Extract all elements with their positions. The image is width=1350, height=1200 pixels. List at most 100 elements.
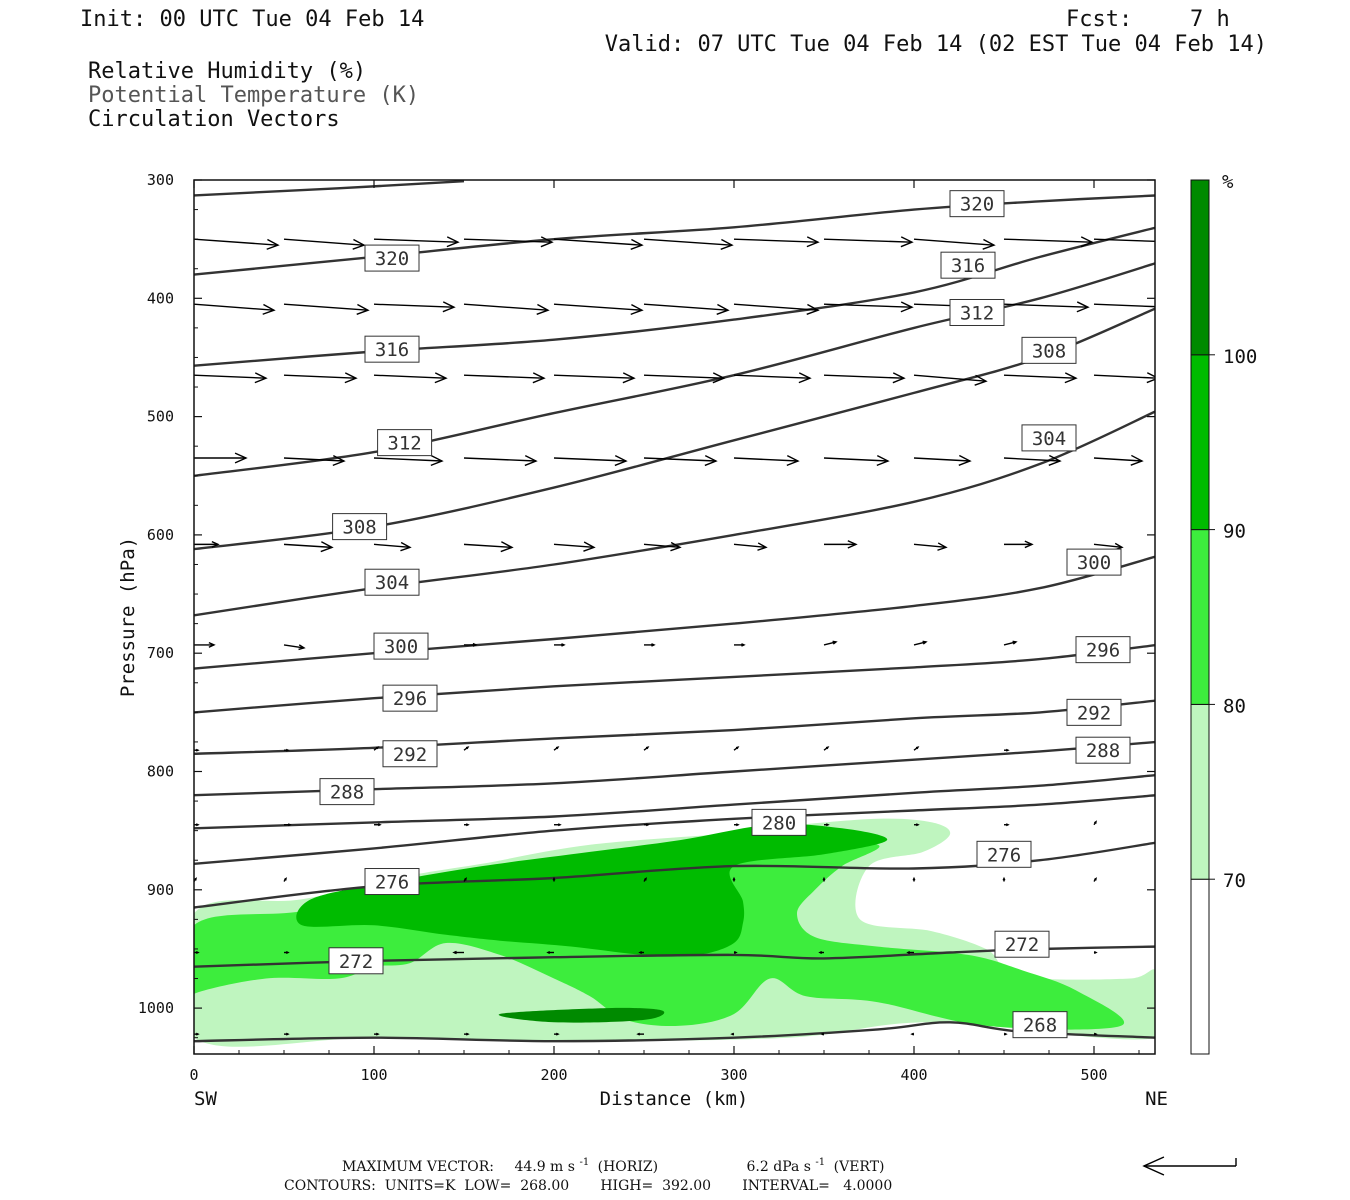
vector-845-350	[824, 823, 830, 827]
isentrope-label-268-0: 268	[1012, 1011, 1068, 1039]
plot-frame	[193, 179, 1156, 1055]
isentrope-label-304-0: 304	[364, 568, 420, 596]
vector-953-400	[906, 951, 914, 954]
vector-782-400	[913, 746, 920, 751]
isentrope-label-308-1: 308	[1021, 336, 1077, 364]
vector-845-250	[644, 823, 650, 827]
isentrope-label-box	[976, 840, 1032, 868]
vector-893-350	[822, 876, 826, 882]
vector-782-450	[1004, 748, 1010, 752]
y-tick-label-1000: 1000	[138, 999, 174, 1017]
isentrope-label-box	[1021, 424, 1077, 452]
isentrope-label-box	[373, 632, 429, 660]
vector-405-200	[553, 303, 644, 316]
colorbar-swatch-0	[1190, 878, 1210, 1055]
isentrope-label-text: 296	[393, 688, 427, 710]
vector-350-500	[1093, 238, 1155, 243]
isentrope-300	[194, 555, 1155, 670]
isentrope-label-308-0: 308	[332, 513, 388, 541]
vector-782-50	[284, 748, 290, 752]
vector-893-50	[283, 877, 287, 882]
vector-535-500	[1093, 454, 1144, 466]
vector-893-150	[463, 877, 467, 882]
isentrope-268	[194, 1021, 1155, 1043]
vector-465-500	[1093, 372, 1155, 384]
isentrope-label-296-1: 296	[1075, 636, 1131, 664]
isentrope-label-text: 304	[375, 572, 409, 594]
isentrope-324	[194, 180, 465, 197]
isentrope-label-box	[364, 335, 420, 363]
vector-350-150	[463, 236, 554, 248]
vector-350-200	[553, 238, 644, 250]
vector-535-0	[194, 452, 248, 464]
isentrope-label-box	[940, 251, 996, 279]
x-tick-label-100: 100	[360, 1066, 387, 1084]
x-left-label: SW	[194, 1088, 217, 1110]
isentrope-304	[194, 410, 1155, 617]
vector-693-50	[283, 644, 306, 651]
forecast-hours: 7 h	[1190, 7, 1230, 32]
vector-608-0	[194, 540, 220, 548]
vector-782-250	[643, 746, 650, 751]
vector-693-450	[1003, 640, 1018, 646]
vector-608-350	[824, 540, 858, 549]
y-tick-label-400: 400	[147, 289, 174, 307]
isentrope-label-box	[1021, 336, 1077, 364]
isentrope-label-box	[1075, 636, 1131, 664]
vector-608-100	[373, 541, 412, 552]
contour-info-line: CONTOURS: UNITS=K LOW= 268.00 HIGH= 392.…	[284, 1178, 892, 1194]
isentrope-label-text: 316	[375, 339, 409, 361]
vector-893-400	[912, 876, 916, 882]
vector-405-450	[1003, 301, 1090, 313]
isentrope-label-text: 272	[1005, 934, 1039, 956]
isentrope-label-320-1: 320	[949, 190, 1005, 218]
valid-time: Valid: 07 UTC Tue 04 Feb 14 (02 EST Tue …	[605, 32, 1267, 57]
isentrope-label-box	[364, 568, 420, 596]
vector-465-50	[283, 372, 358, 384]
isentrope-label-box	[1075, 736, 1131, 764]
vector-465-300	[733, 372, 812, 384]
isentrope-label-312-0: 312	[377, 429, 433, 457]
max-vector-prefix: MAXIMUM VECTOR:	[342, 1159, 494, 1175]
isentrope-label-box	[382, 684, 438, 712]
vector-535-300	[733, 454, 800, 467]
vector-1022-150	[464, 1032, 470, 1036]
isentrope-label-288-0: 288	[319, 778, 375, 806]
vector-535-400	[913, 454, 972, 466]
vector-465-100	[373, 372, 448, 384]
vector-608-200	[553, 541, 596, 552]
isentrope-label-300-0: 300	[373, 632, 429, 660]
isentrope-label-text: 316	[951, 255, 985, 277]
isentrope-label-288-1: 288	[1075, 736, 1131, 764]
max-vector-horiz: 44.9 m s	[514, 1159, 575, 1175]
rh-region-90-2	[296, 824, 888, 957]
isentrope-label-text: 288	[1086, 740, 1120, 762]
isentrope-label-text: 312	[387, 433, 421, 455]
isentrope-label-box	[319, 778, 375, 806]
max-vector-vert-suffix: (VERT)	[834, 1159, 885, 1175]
vector-608-50	[283, 541, 334, 553]
vector-693-400	[913, 640, 928, 646]
isentrope-label-text: 300	[384, 636, 418, 658]
x-tick-label-200: 200	[540, 1066, 567, 1084]
isentrope-label-text: 292	[1077, 702, 1111, 724]
isentrope-label-text: 272	[339, 951, 373, 973]
vector-893-300	[732, 876, 736, 882]
vector-535-100	[373, 455, 444, 467]
vector-1022-350	[820, 1032, 825, 1036]
vector-608-250	[643, 541, 682, 552]
x-axis-label: Distance (km)	[600, 1088, 749, 1110]
isentrope-label-text: 276	[375, 872, 409, 894]
vector-782-100	[373, 746, 380, 751]
vector-693-0	[194, 641, 216, 648]
isentrope-292	[194, 699, 1155, 755]
max-vector-vert: 6.2 dPa s	[747, 1159, 811, 1175]
vector-845-500	[1093, 820, 1097, 826]
vector-893-450	[1002, 876, 1006, 882]
vector-693-300	[734, 643, 746, 647]
colorbar-unit: %	[1222, 171, 1234, 193]
vector-465-150	[463, 372, 546, 384]
vector-1022-450	[1003, 1032, 1008, 1036]
x-right-label: NE	[1145, 1088, 1168, 1110]
vector-1022-100	[374, 1032, 380, 1036]
